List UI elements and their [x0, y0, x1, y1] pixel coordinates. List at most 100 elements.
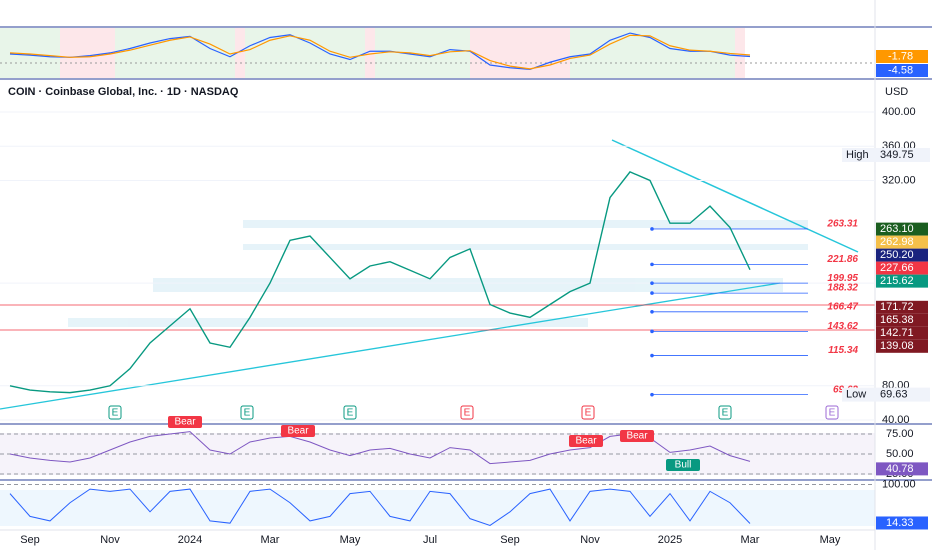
last-value: -4.58: [888, 64, 913, 76]
earnings-label: E: [347, 408, 354, 419]
y-tick-label: 100.00: [882, 478, 916, 490]
low-label: Low: [846, 389, 866, 401]
level-dot: [650, 227, 654, 231]
y-tick-label: 320.00: [882, 174, 916, 186]
earnings-label: E: [244, 408, 251, 419]
price-label: 139.08: [880, 340, 914, 352]
x-tick-label: Nov: [100, 534, 120, 546]
y-tick-label: 75.00: [886, 428, 914, 440]
zones: [68, 220, 808, 327]
price-label: 262.98: [880, 236, 914, 248]
level-dot: [650, 309, 654, 314]
x-tick-label: 2025: [658, 534, 682, 546]
level-label: 188.32: [827, 283, 858, 294]
last-value-box: [876, 516, 928, 530]
series-line: [9, 34, 751, 70]
price-label: 171.72: [880, 301, 914, 313]
price-label-box: [876, 248, 928, 262]
signal-label: Bear: [287, 426, 309, 437]
earnings-box: [718, 405, 732, 420]
signal-box: [281, 425, 315, 437]
earnings-box: [240, 405, 254, 420]
level-label: 115.34: [828, 345, 858, 356]
level-label: 166.47: [827, 301, 858, 312]
signal-box: [168, 416, 202, 428]
level-label: 199.95: [827, 273, 858, 284]
price-label-box: [876, 300, 928, 314]
series-line: [9, 171, 751, 394]
last-value-box: [876, 64, 928, 77]
price-label-box: [876, 261, 928, 275]
x-tick-label: Sep: [500, 534, 520, 546]
price-label: 165.38: [880, 314, 914, 326]
earnings-box: [343, 405, 357, 420]
x-tick-label: May: [820, 534, 841, 546]
x-tick-label: Mar: [741, 534, 760, 546]
x-tick-label: 2024: [178, 534, 202, 546]
last-value: -1.78: [888, 50, 913, 62]
price-label: 250.20: [880, 249, 914, 261]
earnings-box: [460, 405, 474, 420]
high-value: 349.75: [880, 149, 914, 161]
high-label: High: [846, 149, 869, 161]
earnings-label: E: [464, 408, 471, 419]
signal-box: [620, 430, 654, 442]
x-tick-label: Nov: [580, 534, 600, 546]
earnings-label: E: [829, 408, 836, 419]
trend-line: [0, 282, 781, 410]
x-tick-label: Mar: [261, 534, 280, 546]
level-dot: [650, 262, 654, 267]
last-value: 14.33: [886, 517, 914, 529]
y-tick-label: 50.00: [886, 448, 914, 460]
series-line: [9, 488, 751, 527]
earnings-box: [825, 405, 839, 420]
low-box: [842, 387, 930, 402]
signal-label: Bear: [174, 417, 196, 428]
trend-line: [611, 139, 859, 253]
level-dot: [650, 353, 654, 358]
price-label-box: [876, 235, 928, 249]
level-label: 263.31: [826, 219, 858, 230]
price-label-box: [876, 313, 928, 327]
level-dot: [650, 281, 654, 285]
earnings-label: E: [585, 408, 592, 419]
price-label: 263.10: [880, 223, 914, 235]
low-value: 69.63: [880, 389, 908, 401]
chart-title: COIN · Coinbase Global, Inc. · 1D · NASD…: [8, 86, 239, 98]
price-label: 227.66: [880, 262, 914, 274]
price-label-box: [876, 222, 928, 236]
last-value-box: [876, 462, 928, 476]
series-line: [9, 32, 751, 71]
price-label-box: [876, 274, 928, 288]
price-label-box: [876, 339, 928, 353]
x-tick-label: May: [340, 534, 361, 546]
price-label: 142.71: [880, 327, 914, 339]
high-box: [842, 147, 930, 162]
y-tick-label: 40.00: [882, 414, 910, 426]
earnings-box: [108, 405, 122, 420]
signal-label: Bear: [575, 436, 597, 447]
level-dot: [650, 392, 654, 397]
oscillator-bands: [0, 28, 745, 78]
level-label: 221.86: [826, 254, 858, 265]
signal-box: [569, 435, 603, 447]
x-tick-label: Sep: [20, 534, 40, 546]
x-tick-label: Jul: [423, 534, 437, 546]
signal-box: [666, 459, 700, 471]
level-label: 143.62: [827, 321, 858, 332]
last-value: 40.78: [886, 463, 914, 475]
last-value-box: [876, 50, 928, 63]
signal-label: Bear: [626, 431, 648, 442]
stoch-band: [0, 490, 875, 526]
level-dot: [650, 329, 654, 334]
earnings-label: E: [722, 408, 729, 419]
currency: USD: [885, 86, 908, 98]
earnings-box: [581, 405, 595, 420]
signal-label: Bull: [675, 460, 692, 471]
earnings-label: E: [112, 408, 119, 419]
y-tick-label: 400.00: [882, 106, 916, 118]
price-label: 215.62: [880, 275, 914, 287]
price-label-box: [876, 326, 928, 340]
level-dot: [650, 291, 654, 295]
